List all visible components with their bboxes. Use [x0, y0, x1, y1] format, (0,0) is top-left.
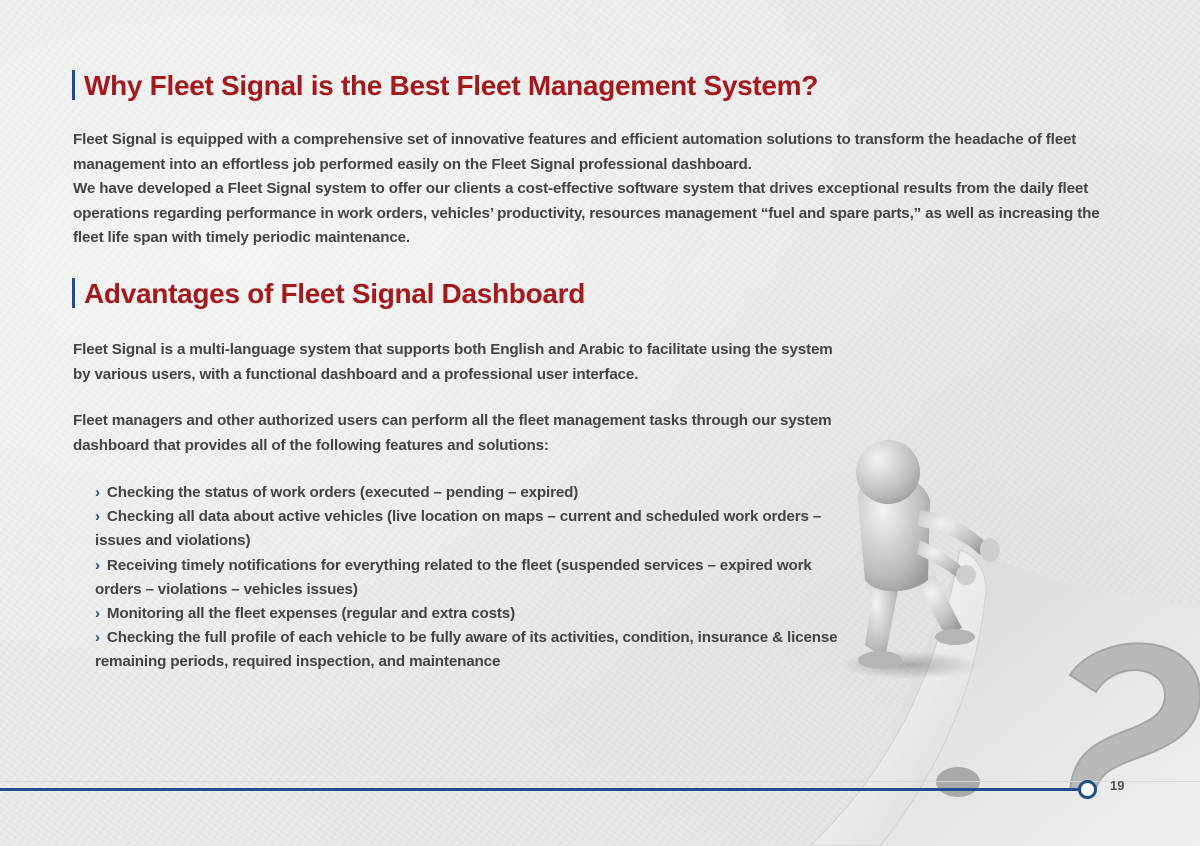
feature-item: › Checking the status of work orders (exe… [95, 481, 855, 505]
chevron-right-icon: › [95, 629, 100, 647]
chevron-right-icon: › [95, 605, 100, 623]
feature-text: Checking the status of work orders (exec… [106, 484, 579, 501]
footer-circle-icon [1078, 780, 1097, 799]
advantages-paragraph-2: Fleet managers and other authorized user… [73, 412, 832, 454]
section-title-why-text: Why Fleet Signal is the Best Fleet Manag… [84, 70, 819, 101]
advantages-paragraph-1: Fleet Signal is a multi-language system … [73, 341, 833, 383]
title-bar-icon [72, 70, 75, 100]
intro-paragraph-2: We have developed a Fleet Signal system … [73, 180, 1100, 246]
feature-text: Monitoring all the fleet expenses (regul… [106, 605, 515, 623]
chevron-right-icon: › [95, 508, 100, 526]
feature-item: › Monitoring all the fleet expenses (regu… [95, 602, 855, 626]
feature-text: Checking the full profile of each vehicl… [95, 629, 838, 671]
page-number: 19 [1110, 778, 1125, 793]
intro-paragraphs: Fleet Signal is equipped with a comprehe… [73, 128, 1133, 251]
figure-peeling-question-mark-icon [809, 440, 1200, 846]
section-title-advantages: Advantages of Fleet Signal Dashboard [72, 278, 585, 310]
feature-text: Receiving timely notifications for every… [95, 556, 812, 598]
footer-line [0, 788, 1078, 791]
title-bar-icon [72, 278, 75, 308]
feature-item: › Receiving timely notifications for ever… [95, 554, 855, 602]
intro-paragraph-1: Fleet Signal is equipped with a comprehe… [73, 131, 1077, 173]
feature-item: › Checking the full profile of each vehic… [95, 626, 855, 674]
section-title-why: Why Fleet Signal is the Best Fleet Manag… [72, 70, 818, 102]
feature-list: › Checking the status of work orders (exe… [95, 481, 855, 675]
section-title-advantages-text: Advantages of Fleet Signal Dashboard [84, 278, 586, 309]
chevron-right-icon: › [95, 484, 100, 501]
footer-rule [0, 781, 1200, 782]
chevron-right-icon: › [95, 556, 100, 574]
feature-item: › Checking all data about active vehicles… [95, 505, 855, 553]
feature-text: Checking all data about active vehicles … [95, 508, 822, 550]
